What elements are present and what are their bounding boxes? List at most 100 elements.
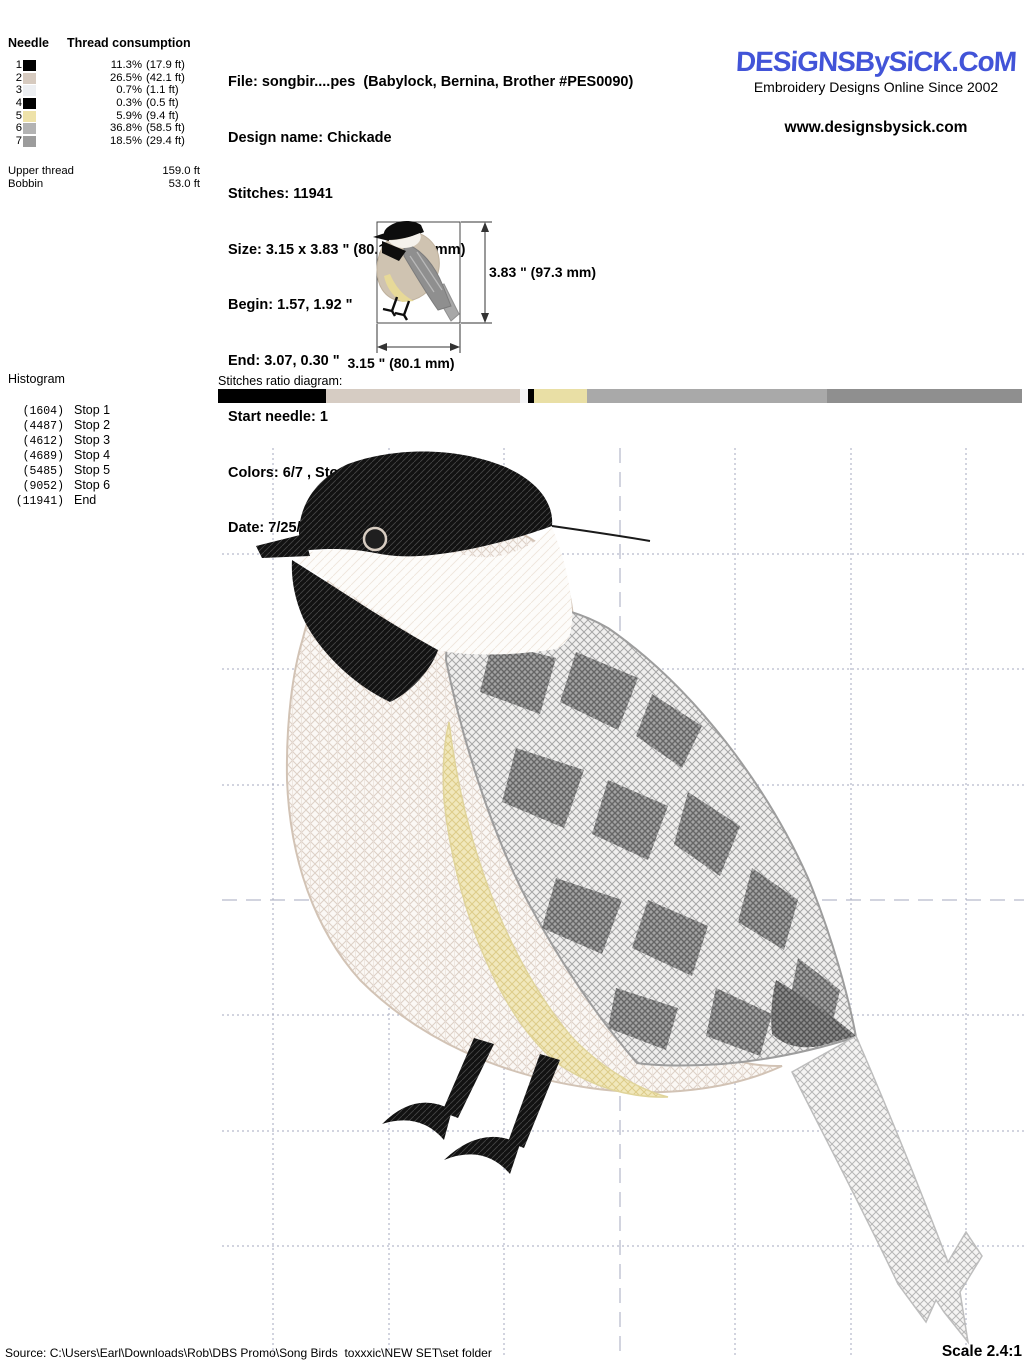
bird-legs [382, 1038, 560, 1174]
stitch-count: (4689) [22, 450, 64, 463]
histogram-rows: (1604) Stop 1 (4487) Stop 2 (4612) Stop … [8, 403, 110, 508]
info-end: End: 3.07, 0.30 " [228, 353, 340, 370]
stitch-count: (1604) [22, 405, 64, 418]
thread-percent: 5.9% [116, 109, 142, 122]
stitches-ratio-bar [218, 389, 1022, 403]
thread-percent: 26.5% [109, 71, 142, 84]
design-info-block: File: songbir....pes (Babylock, Bernina,… [228, 36, 733, 575]
thumb-bib [382, 241, 406, 261]
bird-bib [291, 560, 438, 702]
list-item: (11941) End [8, 493, 110, 508]
col-needle: Needle [8, 36, 49, 50]
thread-length: (58.5 ft) [146, 122, 185, 135]
bird-stitch-drawing [256, 451, 983, 1345]
brand-website: www.designsbysick.com [784, 119, 968, 136]
table-row: 7 18.5% (29.4 ft) [8, 135, 208, 148]
thread-color-swatch [23, 135, 36, 147]
thumb-legs [382, 296, 411, 321]
stop-label: Stop 5 [74, 463, 111, 477]
width-dimension [376, 324, 461, 353]
width-dimension-label: 3.15 " (80.1 mm) [347, 355, 454, 371]
list-item: (5485) Stop 5 [8, 463, 111, 478]
brand-block: DESiGNSBySiCK.CoM Embroidery Designs Onl… [728, 46, 1024, 137]
list-item: (4487) Stop 2 [8, 418, 111, 433]
arrow-down-icon [481, 313, 489, 323]
stop-label: Stop 3 [74, 433, 111, 447]
thread-length: (17.9 ft) [146, 59, 185, 71]
needle-number: 6 [15, 122, 22, 135]
list-item: (9052) Stop 6 [8, 478, 111, 493]
arrow-up-icon [481, 222, 489, 232]
histogram-title: Histogram [8, 372, 65, 386]
info-design-name: Design name: Chickade [228, 129, 392, 146]
upper-thread-row: Upper thread 159.0 ft Bobbin 53.0 ft [8, 165, 200, 191]
thread-color-swatch [23, 72, 36, 84]
cap-nape-stitch [551, 525, 651, 542]
thread-color-swatch [23, 123, 36, 135]
needle-number: 4 [15, 97, 22, 110]
arrow-right-icon [450, 343, 460, 351]
info-size: Size: 3.15 x 3.83 " (80.1 x 97.3 mm) [228, 241, 466, 258]
ratio-segment [528, 389, 534, 403]
design-thumbnail: 3.83 " (97.3 mm) 3.15 " (80.1 mm) [347, 221, 596, 371]
stop-label: Stop 4 [74, 448, 111, 462]
source-path: Source: C:\Users\Earl\Downloads\Rob\DBS … [5, 1346, 492, 1360]
thumb-cheek [388, 233, 421, 248]
wing-tip-dark [771, 980, 856, 1048]
thread-percent: 0.7% [116, 84, 142, 97]
info-begin: Begin: 1.57, 1.92 " [228, 297, 353, 314]
thumb-wing [403, 242, 452, 311]
thread-length: (29.4 ft) [146, 135, 185, 148]
thread-percent: 36.8% [109, 122, 142, 135]
ratio-segment [325, 389, 521, 403]
stitch-preview-canvas [222, 448, 1024, 1356]
thread-percent: 18.5% [109, 135, 142, 148]
histogram-block: Histogram (1604) Stop 1 (4487) Stop 2 (4… [8, 372, 208, 508]
bird-eye [362, 526, 388, 552]
ratio-diagram-title: Stitches ratio diagram: [218, 374, 343, 388]
table-row: 1 11.3% (17.9 ft) [8, 59, 208, 72]
stitch-count: (11941) [15, 495, 64, 508]
list-item: (4689) Stop 4 [8, 448, 111, 463]
thread-color-swatch [23, 85, 36, 97]
table-row: 4 0.3% (0.5 ft) [8, 97, 208, 110]
ratio-segment [218, 389, 326, 403]
ratio-segment [827, 389, 1022, 403]
upper-thread-value: 159.0 ft [162, 165, 200, 177]
arrow-left-icon [377, 343, 387, 351]
info-start-needle: Start needle: 1 [228, 408, 328, 425]
needle-number: 7 [15, 135, 22, 148]
needle-number: 2 [15, 71, 22, 84]
stop-label: Stop 2 [74, 418, 111, 432]
thread-length: (0.5 ft) [146, 97, 179, 110]
thumb-belly-yellow [384, 274, 414, 302]
col-thread-consumption: Thread consumption [67, 36, 191, 50]
thread-percent: 11.3% [110, 59, 142, 71]
stitch-count: (4612) [22, 435, 64, 448]
info-file: File: songbir....pes (Babylock, Bernina,… [228, 74, 634, 91]
stop-label: Stop 1 [74, 403, 111, 417]
ratio-segment [533, 389, 588, 403]
needle-number: 5 [15, 109, 22, 122]
scale-label: Scale 2.4:1 [941, 1343, 1022, 1360]
thumb-wing-streaks [409, 251, 443, 293]
thread-length: (9.4 ft) [146, 109, 179, 122]
thread-length: (42.1 ft) [146, 71, 185, 84]
thumb-cap [383, 221, 424, 240]
brand-logo: DESiGNSBySiCK.CoM [735, 46, 1017, 77]
needle-rows: 1 11.3% (17.9 ft) 2 26.5% (42.1 ft) 3 0.… [8, 59, 208, 148]
table-row: 6 36.8% (58.5 ft) [8, 122, 208, 135]
needle-number: 1 [15, 59, 22, 71]
bobbin-label: Bobbin [8, 178, 44, 190]
list-item: (4612) Stop 3 [8, 433, 111, 448]
thumb-beak [373, 232, 389, 241]
table-row: 5 5.9% (9.4 ft) [8, 110, 208, 123]
thread-color-swatch [23, 59, 36, 71]
upper-thread-label: Upper thread [8, 165, 74, 177]
needle-number: 3 [15, 84, 22, 97]
ratio-segment [520, 389, 529, 403]
table-row: 2 26.5% (42.1 ft) [8, 72, 208, 85]
brand-tagline: Embroidery Designs Online Since 2002 [753, 79, 999, 95]
height-dimension-label: 3.83 " (97.3 mm) [489, 264, 596, 280]
bird-cap [298, 451, 553, 557]
